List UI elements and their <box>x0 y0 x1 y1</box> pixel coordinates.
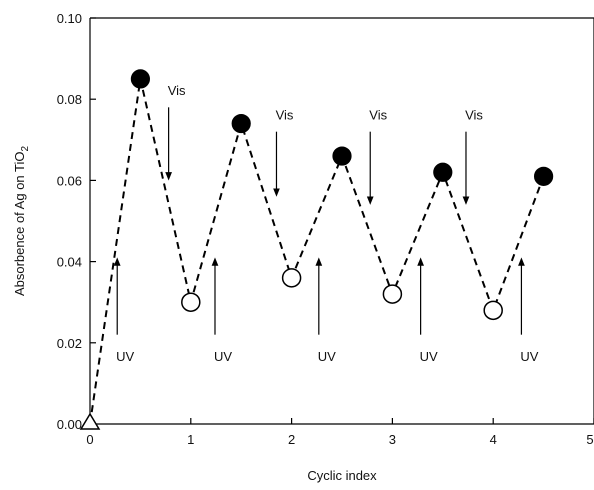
data-point <box>130 69 150 89</box>
y-axis-title-subscript: 2 <box>20 146 31 152</box>
data-point <box>231 113 251 134</box>
data-point <box>181 292 201 312</box>
data-point <box>79 412 101 430</box>
annotation-label: UV <box>214 349 232 364</box>
annotation-label: UV <box>520 349 538 364</box>
x-tick-label: 3 <box>389 432 396 447</box>
x-tick-label: 0 <box>86 432 93 447</box>
y-tick-label: 0.04 <box>57 255 82 270</box>
y-tick-label: 0.02 <box>57 336 82 351</box>
series-polyline <box>89 78 545 425</box>
y-tick-label: 0.08 <box>57 92 82 107</box>
data-point <box>483 300 503 321</box>
data-point <box>332 146 352 166</box>
x-tick-label: 2 <box>288 432 295 447</box>
data-point <box>281 268 302 288</box>
annotation-label: Vis <box>276 108 294 123</box>
x-tick-label: 5 <box>586 432 593 447</box>
data-markers <box>79 69 554 430</box>
annotation-label: UV <box>116 349 134 364</box>
annotation-label: UV <box>420 349 438 364</box>
x-ticks: 0 1 2 3 4 5 <box>86 418 594 447</box>
x-axis-title: Cyclic index <box>307 468 377 483</box>
plot-frame <box>89 17 594 425</box>
y-ticks: 0.00 0.02 0.04 0.06 0.08 0.10 <box>57 11 96 432</box>
y-tick-label: 0.06 <box>57 173 82 188</box>
y-axis-title-main: Absorbence of Ag on TiO <box>12 152 27 297</box>
data-point <box>533 166 554 186</box>
data-point <box>382 284 403 304</box>
annotation-label: Vis <box>369 108 387 123</box>
y-tick-label: 0.10 <box>57 11 82 26</box>
annotations: UV UV UV UV UV Vis Vis Vis Vis <box>113 83 539 364</box>
x-tick-label: 4 <box>490 432 497 447</box>
annotation-label: UV <box>318 349 336 364</box>
data-point <box>433 162 453 182</box>
annotation-label: Vis <box>168 83 186 98</box>
y-axis-title: Absorbence of Ag on TiO2 <box>12 146 31 297</box>
x-tick-label: 1 <box>187 432 194 447</box>
annotation-label: Vis <box>465 108 483 123</box>
series-line <box>89 78 545 425</box>
y-tick-label: 0.00 <box>57 417 82 432</box>
